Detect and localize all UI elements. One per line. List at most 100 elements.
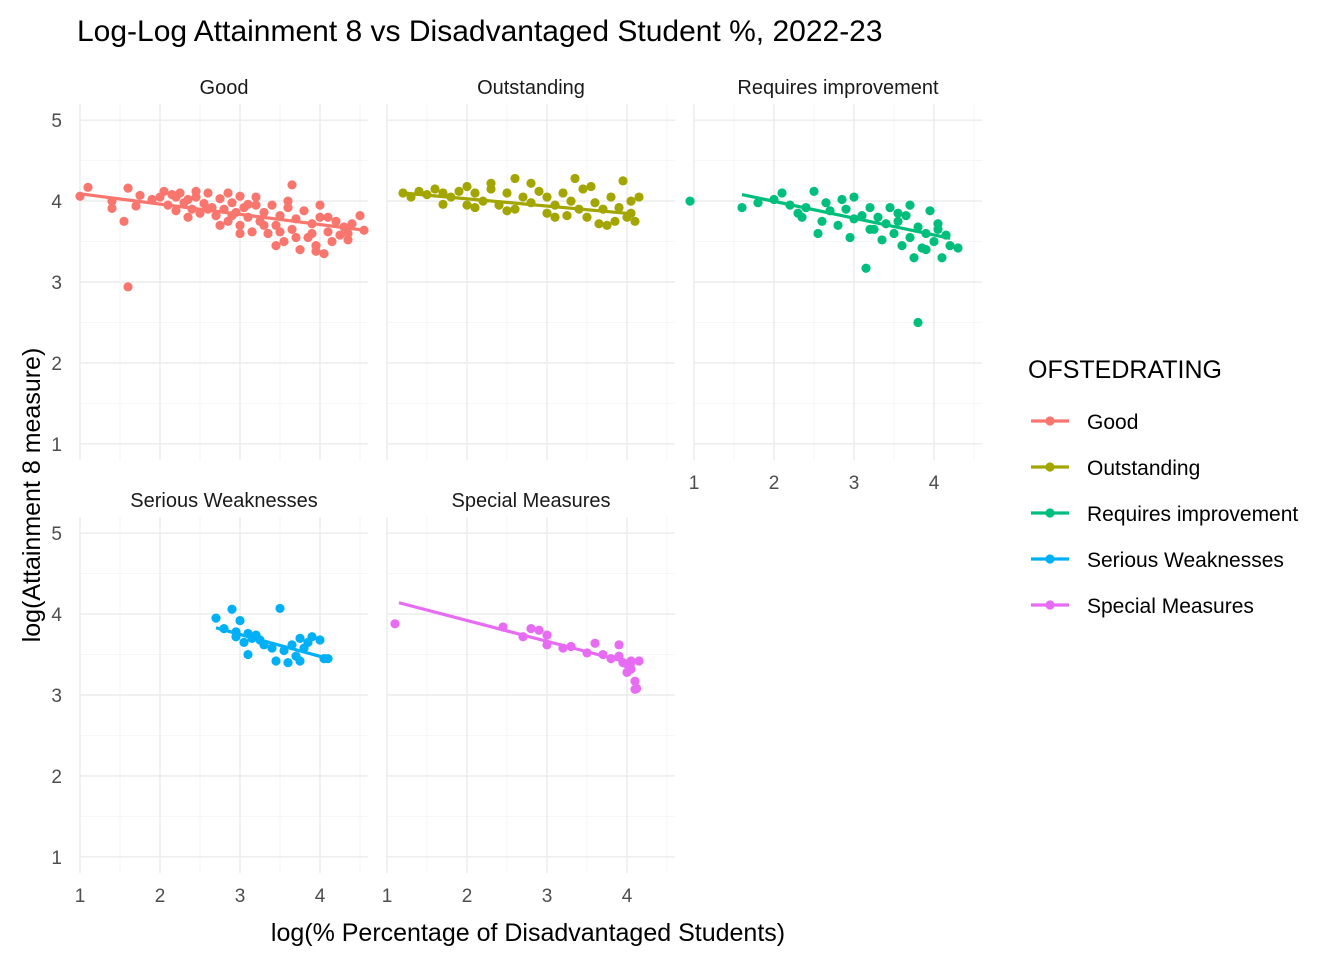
data-point <box>905 200 915 210</box>
legend-label: Requires improvement <box>1087 503 1298 526</box>
data-point <box>614 640 624 650</box>
data-point <box>594 219 604 229</box>
data-point <box>283 658 293 668</box>
legend-label: Outstanding <box>1087 457 1200 480</box>
data-point <box>183 194 193 205</box>
data-point <box>271 240 281 251</box>
x-tick-label: 3 <box>849 473 860 494</box>
legend-key-point <box>1045 416 1055 426</box>
facet-panel-good: Good 1 2 3 4 5 <box>51 77 369 460</box>
data-point <box>562 211 572 221</box>
data-point <box>227 198 237 208</box>
data-point <box>279 236 289 247</box>
data-point <box>542 630 552 640</box>
data-point <box>470 188 480 198</box>
data-point <box>287 224 297 235</box>
data-point <box>566 196 576 206</box>
data-point <box>171 206 181 216</box>
data-point <box>873 212 883 222</box>
legend: OFSTEDRATING Good Outstanding Requires imp… <box>1028 356 1298 618</box>
y-tick-label: 2 <box>51 767 62 788</box>
data-point <box>315 212 325 222</box>
legend-label: Good <box>1087 411 1138 434</box>
data-point <box>877 235 887 245</box>
data-point <box>462 181 472 192</box>
data-point <box>542 208 552 218</box>
data-point <box>510 173 520 184</box>
data-point <box>470 202 480 213</box>
data-point <box>889 228 899 239</box>
data-point <box>897 240 907 251</box>
data-point <box>534 186 544 196</box>
trend-line <box>402 191 636 216</box>
legend-key-point <box>1045 554 1055 564</box>
facet-strip-label: Special Measures <box>452 490 611 512</box>
facet-strip-label: Outstanding <box>477 77 585 99</box>
data-point <box>299 206 309 216</box>
data-point <box>630 216 640 226</box>
data-point <box>618 176 628 186</box>
data-point <box>335 230 345 240</box>
data-point <box>215 194 225 204</box>
data-point <box>558 188 568 198</box>
data-point <box>263 228 273 239</box>
data-point <box>235 220 245 230</box>
facet-strip-label: Serious Weaknesses <box>130 490 318 512</box>
data-point <box>937 253 947 263</box>
data-point <box>590 198 600 208</box>
data-point <box>821 198 831 208</box>
legend-key-point <box>1045 462 1055 472</box>
y-tick-label: 5 <box>51 111 62 132</box>
data-point <box>135 190 145 201</box>
data-point <box>235 191 245 201</box>
data-point <box>275 227 285 237</box>
data-point <box>502 188 512 198</box>
data-point <box>462 200 472 210</box>
data-point <box>83 182 93 192</box>
facet-panel-requires-improvement: Requires improvement 1 2 3 4 <box>685 77 982 494</box>
data-point <box>295 656 305 666</box>
data-point <box>578 184 588 194</box>
data-point <box>331 216 341 226</box>
y-tick-label: 3 <box>51 273 62 294</box>
data-point <box>247 227 257 237</box>
x-axis-title: log(% Percentage of Disadvantaged Studen… <box>271 919 785 947</box>
data-point <box>343 235 353 245</box>
y-tick-label: 5 <box>51 524 62 545</box>
legend-item: Serious Weaknesses <box>1031 549 1284 572</box>
data-point <box>430 184 440 194</box>
data-point <box>323 212 333 222</box>
data-point <box>901 211 911 221</box>
data-point <box>606 192 616 202</box>
data-point <box>626 196 636 206</box>
trend-line <box>741 193 951 240</box>
data-point <box>610 216 620 226</box>
data-point <box>905 232 915 243</box>
facet-strip-label: Requires improvement <box>737 77 939 99</box>
data-point <box>259 220 269 230</box>
data-point <box>295 633 305 643</box>
data-point <box>813 228 823 239</box>
legend-item: Outstanding <box>1031 457 1200 480</box>
data-point <box>837 194 847 205</box>
data-point <box>865 202 875 213</box>
data-point <box>343 228 353 239</box>
y-tick-label: 1 <box>51 435 62 456</box>
legend-item: Special Measures <box>1031 595 1254 618</box>
x-tick-label: 1 <box>75 886 86 907</box>
data-point <box>833 220 843 230</box>
data-point <box>865 224 875 235</box>
legend-item: Requires improvement <box>1031 503 1298 526</box>
facet-panel-outstanding: Outstanding <box>386 77 675 460</box>
data-point <box>893 216 903 226</box>
data-point <box>287 180 297 190</box>
data-point <box>211 613 221 623</box>
data-point <box>307 228 317 239</box>
data-point <box>586 181 596 192</box>
data-point <box>737 202 747 213</box>
data-point <box>885 202 895 213</box>
legend-label: Serious Weaknesses <box>1087 549 1284 572</box>
data-point <box>191 186 201 196</box>
data-point <box>183 212 193 222</box>
data-point <box>283 196 293 206</box>
